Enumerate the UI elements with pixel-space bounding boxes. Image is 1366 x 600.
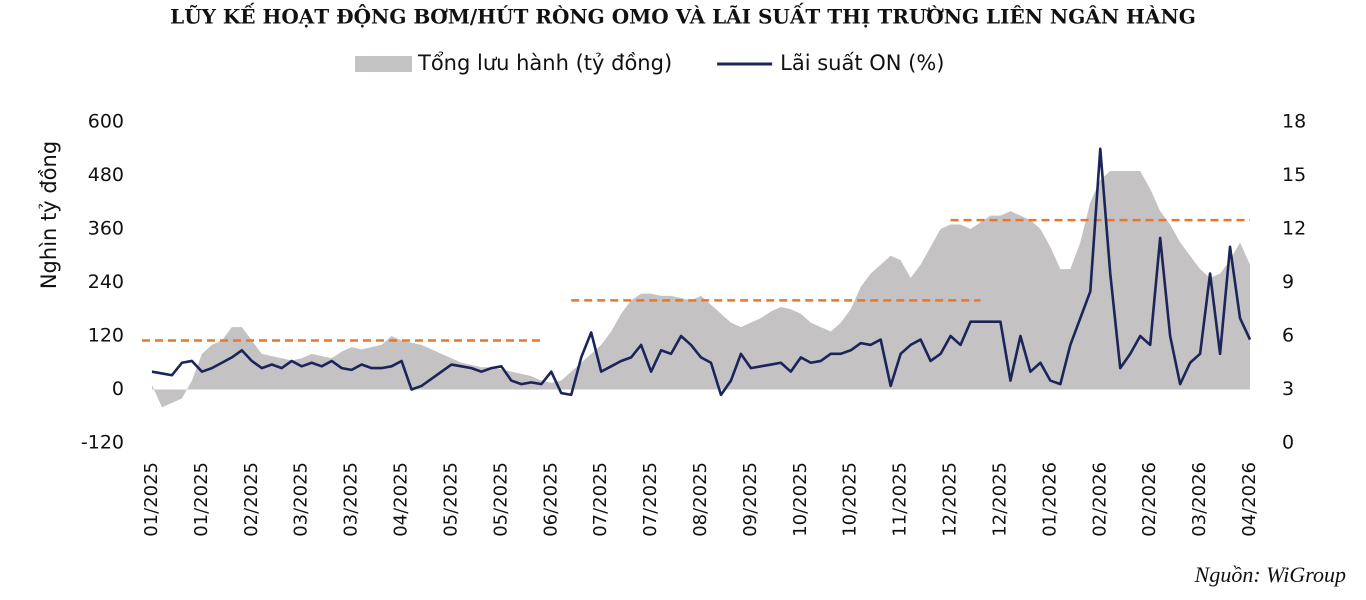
x-tick-label: 01/2025 — [141, 462, 162, 537]
x-tick-label: 01/2026 — [1039, 462, 1060, 537]
x-tick-label: 07/2025 — [590, 462, 611, 537]
x-tick-label: 05/2025 — [440, 462, 461, 537]
line — [151, 147, 1252, 397]
y2-tick-label: 6 — [1282, 325, 1294, 347]
y2-tick-label: 3 — [1282, 378, 1294, 400]
legend-label: Lãi suất ON (%) — [780, 51, 944, 75]
y-tick-label: 0 — [112, 378, 124, 400]
x-tick-label: 03/2025 — [341, 462, 362, 537]
x-tick-label: 03/2026 — [1189, 462, 1210, 537]
source: Nguồn: WiGroup — [1194, 562, 1346, 587]
x-tick-label: 02/2026 — [1089, 462, 1110, 537]
x-tick-label: 02/2026 — [1139, 462, 1160, 537]
x-tick-label: 12/2025 — [940, 462, 961, 537]
x-tick-label: 06/2025 — [540, 462, 561, 537]
legend: Tổng lưu hành (tỷ đồng) Lãi suất ON (%) — [355, 51, 945, 75]
y-tick-label: 360 — [88, 218, 124, 240]
y-tick-label: 120 — [88, 325, 124, 347]
y-tick-label: 480 — [88, 164, 124, 186]
x-tick-label: 09/2025 — [740, 462, 761, 537]
y2-tick-label: 0 — [1282, 432, 1294, 454]
x-tick-label: 07/2025 — [640, 462, 661, 537]
y-axis-title: Nghìn tỷ đồng — [37, 141, 61, 289]
x-tick-label: 01/2025 — [191, 462, 212, 537]
x-tick-label: 03/2025 — [291, 462, 312, 537]
y-tick-label: 600 — [88, 111, 124, 133]
x-tick-label: 04/2026 — [1239, 462, 1260, 537]
y-tick-label: -120 — [81, 432, 124, 454]
y-tick-label: 240 — [88, 271, 124, 293]
legend-label: Tổng lưu hành (tỷ đồng) — [417, 51, 672, 75]
y2-tick-label: 9 — [1282, 271, 1294, 293]
x-tick-label: 11/2025 — [890, 462, 911, 537]
y2-tick-label: 12 — [1282, 218, 1306, 240]
area — [152, 171, 1250, 408]
chart-title: LŨY KẾ HOẠT ĐỘNG BƠM/HÚT RÒNG OMO VÀ LÃI… — [170, 2, 1196, 29]
legend-swatch — [355, 56, 412, 72]
y2-tick-label: 18 — [1282, 111, 1306, 133]
x-tick-label: 02/2025 — [241, 462, 262, 537]
y2-tick-label: 15 — [1282, 164, 1306, 186]
x-tick-label: 10/2025 — [840, 462, 861, 537]
x-tick-label: 04/2025 — [391, 462, 412, 537]
x-tick-label: 05/2025 — [490, 462, 511, 537]
x-tick-label: 10/2025 — [790, 462, 811, 537]
x-tick-label: 12/2025 — [989, 462, 1010, 537]
x-tick-label: 08/2025 — [690, 462, 711, 537]
